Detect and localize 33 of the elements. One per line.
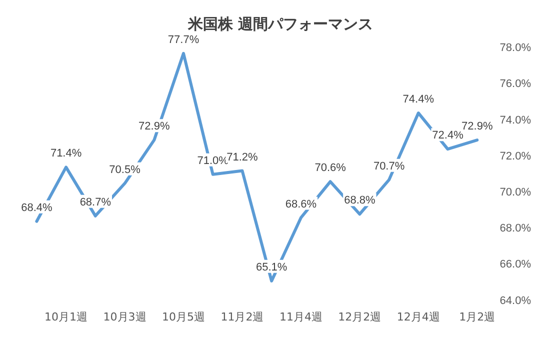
data-label: 65.1% [256, 261, 288, 274]
x-tick-label: 12月2週 [338, 310, 382, 324]
data-label: 71.0% [197, 154, 229, 167]
data-label: 70.5% [109, 164, 141, 176]
y-tick-label: 74.0% [500, 114, 532, 126]
data-label: 68.4% [21, 202, 52, 214]
data-label: 71.4% [50, 148, 82, 160]
data-label: 68.7% [80, 196, 112, 208]
x-tick-label: 10月1週 [44, 310, 88, 324]
data-label: 72.9% [138, 120, 170, 133]
y-tick-label: 70.0% [500, 186, 532, 198]
data-label: 68.8% [344, 194, 376, 207]
data-label: 77.7% [168, 34, 200, 46]
y-tick-label: 78.0% [500, 42, 532, 54]
data-label: 71.2% [226, 151, 258, 164]
y-tick-label: 76.0% [500, 78, 532, 90]
y-tick-label: 72.0% [500, 150, 532, 162]
data-label: 70.7% [373, 160, 405, 172]
data-label: 72.4% [432, 130, 464, 142]
x-tick-label: 10月3週 [103, 310, 146, 324]
data-label: 74.4% [402, 94, 434, 106]
x-tick-label: 11月4週 [279, 310, 322, 324]
y-tick-label: 64.0% [500, 294, 532, 307]
chart-title: 米国株 週間パフォーマンス [186, 14, 374, 33]
x-tick-label: 12月4週 [396, 310, 440, 324]
x-tick-label: 1月2週 [459, 310, 496, 324]
y-tick-label: 68.0% [500, 222, 532, 235]
x-tick-label: 11月2週 [220, 310, 264, 324]
y-tick-label: 66.0% [500, 258, 532, 271]
data-label: 68.6% [285, 198, 317, 210]
data-label: 70.6% [314, 162, 346, 174]
x-tick-label: 10月5週 [162, 310, 205, 324]
data-label: 72.9% [462, 120, 493, 133]
